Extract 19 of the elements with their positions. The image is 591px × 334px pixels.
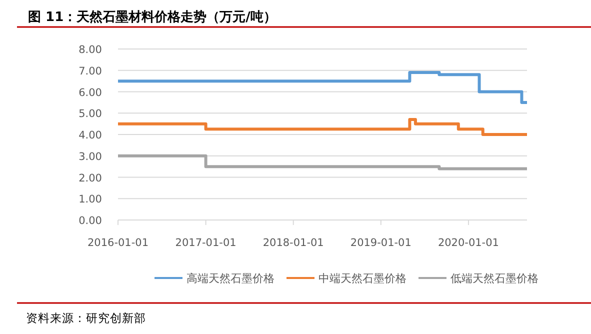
y-tick-label: 1.00: [78, 194, 102, 206]
y-tick-label: 3.00: [78, 150, 102, 163]
y-tick-label: 0.00: [78, 215, 102, 227]
y-tick-label: 4.00: [78, 130, 102, 142]
y-tick-label: 2.00: [78, 172, 102, 184]
legend-label: 中端天然石墨价格: [318, 272, 406, 285]
text: 资料来源：研究创新部: [26, 311, 146, 325]
x-tick-label: 2019-01-01: [350, 237, 412, 249]
y-tick-label: 8.00: [78, 44, 102, 56]
x-tick-label: 2016-01-01: [87, 237, 149, 249]
x-tick-label: 2017-01-01: [175, 237, 236, 249]
legend-label: 高端天然石墨价格: [186, 272, 274, 285]
chart-title: 图 11：天然石墨材料价格走势（万元/吨）: [28, 9, 276, 25]
legend-label: 低端天然石墨价格: [450, 272, 538, 285]
x-tick-label: 2020-01-01: [438, 237, 499, 249]
x-tick-label: 2018-01-01: [262, 237, 324, 249]
y-tick-label: 5.00: [78, 108, 102, 120]
y-tick-label: 6.00: [78, 86, 102, 99]
y-tick-label: 7.00: [78, 65, 102, 78]
